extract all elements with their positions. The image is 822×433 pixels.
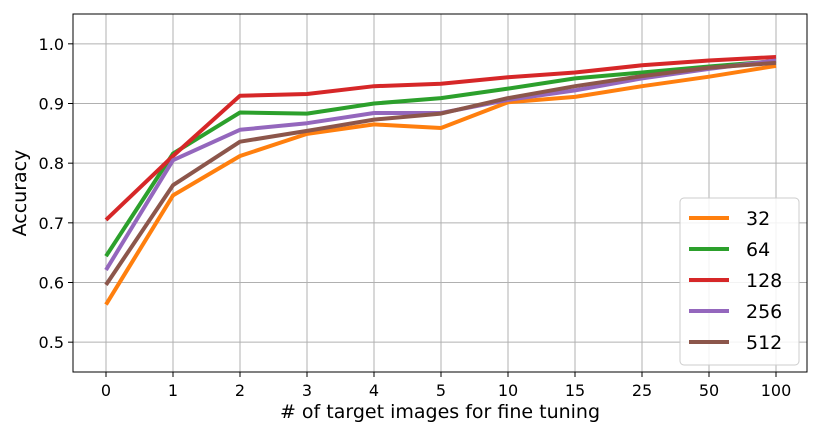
series-line-32 — [104, 63, 777, 306]
x-tick-label: 50 — [699, 381, 719, 400]
series-line-512 — [104, 60, 777, 287]
legend-label-64: 64 — [746, 239, 770, 261]
axis-ticks: 0 1 2 3 4 5 10 15 25 50 100 0.5 0.6 0.7 0.8 0.9 1.0 — [39, 35, 792, 400]
x-tick-label: 1 — [168, 381, 178, 400]
series-line-64 — [104, 59, 777, 258]
plot-frame — [72, 13, 808, 373]
legend-label-512: 512 — [746, 332, 782, 354]
legend-box — [679, 197, 800, 366]
y-tick-label: 0.6 — [39, 274, 64, 293]
y-tick-label: 0.7 — [39, 214, 64, 233]
x-tick-label: 4 — [369, 381, 379, 400]
y-tick-label: 0.9 — [39, 95, 64, 114]
legend-label-32: 32 — [746, 208, 770, 230]
x-tick-label: 5 — [436, 381, 446, 400]
series-line-128 — [104, 55, 777, 222]
series-lines — [104, 55, 777, 306]
x-tick-label: 2 — [235, 381, 245, 400]
x-tick-label: 100 — [761, 381, 792, 400]
legend: 32 64 128 256 512 — [679, 197, 800, 366]
x-tick-label: 15 — [565, 381, 585, 400]
y-axis-label: Accuracy — [9, 150, 31, 237]
x-tick-label: 10 — [498, 381, 518, 400]
legend-label-256: 256 — [746, 301, 782, 323]
x-tick-label: 3 — [302, 381, 312, 400]
y-tick-label: 0.5 — [39, 333, 64, 352]
x-tick-label: 0 — [101, 381, 111, 400]
x-axis-label: # of target images for fine tuning — [280, 401, 600, 423]
y-tick-label: 0.8 — [39, 154, 64, 173]
y-tick-label: 1.0 — [39, 35, 64, 54]
legend-label-128: 128 — [746, 270, 782, 292]
x-tick-label: 25 — [632, 381, 652, 400]
